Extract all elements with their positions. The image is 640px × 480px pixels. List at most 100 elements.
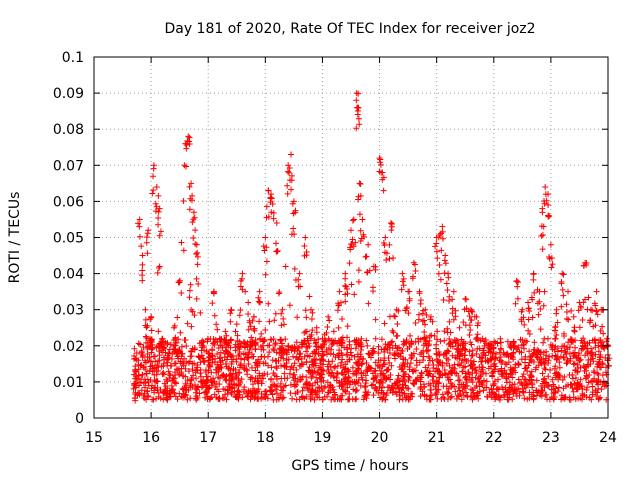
data-point <box>417 351 424 358</box>
data-point <box>216 335 223 342</box>
data-point <box>372 335 379 342</box>
data-point <box>400 282 407 289</box>
data-point <box>199 337 206 344</box>
data-point <box>186 294 193 301</box>
data-point <box>308 306 315 313</box>
data-point <box>494 340 501 347</box>
data-point <box>529 384 536 391</box>
data-point <box>563 301 570 308</box>
data-point <box>372 367 379 374</box>
data-point <box>564 359 571 366</box>
data-point <box>439 391 446 398</box>
data-point <box>284 375 291 382</box>
data-point <box>285 356 292 363</box>
data-point <box>271 347 278 354</box>
data-point <box>350 370 357 377</box>
data-point <box>592 344 599 351</box>
data-point <box>234 392 241 399</box>
data-point <box>326 370 333 377</box>
data-point <box>476 383 483 390</box>
data-point <box>344 334 351 341</box>
data-point <box>185 360 192 367</box>
data-point <box>583 372 590 379</box>
data-point <box>297 374 304 381</box>
data-point <box>267 336 274 343</box>
data-point <box>539 209 546 216</box>
data-point <box>568 307 575 314</box>
data-point <box>461 345 468 352</box>
data-point <box>352 345 359 352</box>
data-point <box>341 366 348 373</box>
data-point <box>326 345 333 352</box>
data-point <box>318 385 325 392</box>
data-point <box>280 355 287 362</box>
data-point <box>605 362 612 369</box>
data-point <box>270 345 277 352</box>
data-point <box>436 262 443 269</box>
data-point <box>560 385 567 392</box>
data-point <box>252 367 259 374</box>
data-point <box>376 362 383 369</box>
data-point <box>521 395 528 402</box>
data-point <box>432 391 439 398</box>
data-point <box>136 390 143 397</box>
data-point <box>504 388 511 395</box>
data-point <box>368 382 375 389</box>
data-point <box>206 396 213 403</box>
data-point <box>356 180 363 187</box>
x-tick-label: 20 <box>371 430 389 446</box>
data-point <box>489 369 496 376</box>
data-point <box>247 343 254 350</box>
data-point <box>483 378 490 385</box>
data-point <box>469 352 476 359</box>
data-point <box>285 342 292 349</box>
data-point <box>516 348 523 355</box>
data-point <box>236 369 243 376</box>
data-point <box>222 376 229 383</box>
data-point <box>433 336 440 343</box>
data-point <box>446 318 453 325</box>
data-point <box>458 396 465 403</box>
data-point <box>272 310 279 317</box>
data-point <box>176 370 183 377</box>
data-point <box>533 387 540 394</box>
data-point <box>567 396 574 403</box>
data-point <box>144 350 151 357</box>
x-axis-title: GPS time / hours <box>291 458 408 474</box>
data-point <box>352 387 359 394</box>
data-point <box>386 313 393 320</box>
data-point <box>509 374 516 381</box>
data-point <box>334 307 341 314</box>
data-point <box>558 396 565 403</box>
data-point <box>326 361 333 368</box>
data-point <box>526 348 533 355</box>
data-point <box>385 354 392 361</box>
data-point <box>541 288 548 295</box>
data-point <box>474 322 481 329</box>
data-point <box>142 316 149 323</box>
data-point <box>547 241 554 248</box>
data-point <box>406 396 413 403</box>
data-point <box>193 275 200 282</box>
data-point <box>186 134 193 141</box>
data-point <box>265 300 272 307</box>
data-point <box>565 316 572 323</box>
data-point <box>522 377 529 384</box>
data-point <box>278 336 285 343</box>
data-point <box>600 378 607 385</box>
data-point <box>217 354 224 361</box>
data-point <box>553 310 560 317</box>
data-point <box>509 382 516 389</box>
data-point <box>353 90 360 97</box>
data-point <box>514 283 521 290</box>
data-point <box>245 393 252 400</box>
data-point <box>234 337 241 344</box>
data-point <box>379 176 386 183</box>
data-point <box>453 370 460 377</box>
data-point <box>184 320 191 327</box>
data-point <box>556 364 563 371</box>
data-point <box>326 337 332 344</box>
data-point <box>150 173 156 180</box>
data-point <box>138 387 145 394</box>
data-point <box>176 277 183 284</box>
